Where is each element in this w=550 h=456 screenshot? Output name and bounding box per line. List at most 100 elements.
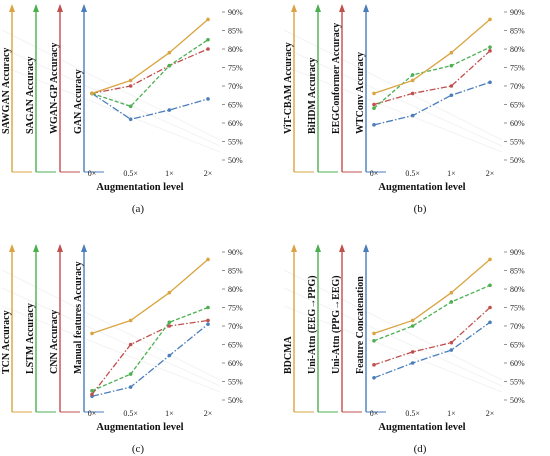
data-point [372, 123, 376, 127]
y-tick-label: 85% [228, 27, 243, 36]
series-axis-arrow [81, 4, 87, 12]
series-axis-label: LSTM Accuracy [25, 303, 36, 374]
series-axis-label: ViT-CBAM Accuracy [283, 42, 294, 134]
x-tick-label: 0× [370, 169, 379, 178]
data-point [167, 353, 172, 358]
data-point [372, 339, 376, 343]
x-tick-label: 2× [486, 169, 495, 178]
x-axis-label: Augmentation level [96, 182, 183, 193]
data-point [410, 91, 415, 96]
y-tick-label: 60% [228, 359, 243, 368]
x-tick-label: 0× [370, 409, 379, 418]
y-tick-label: 80% [228, 285, 243, 294]
data-point [488, 305, 492, 310]
data-point [90, 331, 94, 336]
series-line [91, 18, 209, 95]
data-point [410, 324, 415, 328]
data-point [449, 290, 454, 295]
y-tick-label: 80% [510, 45, 525, 54]
panel-label: (a) [132, 203, 145, 215]
series-axis-arrow [291, 244, 297, 252]
series-axis-arrow [81, 244, 87, 252]
data-point [128, 385, 133, 389]
series-axis-label: EEGConformer Accuracy [331, 23, 342, 134]
data-point [449, 348, 454, 352]
backdrop-line [283, 65, 503, 153]
y-tick-label: 65% [228, 341, 243, 350]
data-point [449, 93, 454, 98]
series-axis-arrow [315, 4, 321, 12]
series-axis-label: GAN Accuracy [73, 69, 84, 134]
series-axis-arrow [9, 244, 15, 252]
x-tick-label: 0.5× [405, 409, 420, 418]
series-axis-arrow [57, 4, 63, 12]
data-point [128, 104, 133, 109]
data-point [449, 300, 454, 304]
series-axis-label: BDCMA [283, 335, 294, 374]
series-line [91, 306, 209, 392]
series-axis-arrow [9, 4, 15, 12]
data-point [128, 342, 133, 347]
data-point [372, 363, 376, 367]
data-point [372, 91, 376, 96]
y-tick-label: 70% [510, 322, 525, 331]
data-point [206, 318, 210, 323]
data-point [206, 37, 210, 42]
x-tick-label: 1× [165, 409, 174, 418]
data-point [167, 324, 172, 328]
y-tick-label: 55% [510, 138, 525, 147]
data-point [128, 372, 133, 376]
data-point [206, 17, 210, 22]
series-line [373, 307, 491, 366]
y-tick-label: 75% [510, 64, 525, 73]
y-tick-label: 50% [510, 156, 525, 165]
data-point [90, 392, 94, 397]
backdrop-line [1, 65, 221, 153]
backdrop-line [1, 47, 221, 147]
series-axis-label: BiHDM Accuracy [307, 58, 318, 134]
backdrop-line [1, 287, 221, 387]
x-tick-label: 2× [204, 409, 213, 418]
y-tick-label: 50% [228, 396, 243, 405]
y-tick-label: 55% [228, 138, 243, 147]
series-line [373, 321, 491, 379]
data-point [488, 320, 492, 325]
y-tick-label: 85% [510, 267, 525, 276]
series-axis-label: WTConv Accuracy [355, 52, 366, 134]
y-tick-label: 55% [510, 378, 525, 387]
x-tick-label: 1× [165, 169, 174, 178]
data-point [90, 91, 94, 96]
backdrop-line [1, 29, 221, 141]
series-line [373, 81, 491, 126]
series-axis-arrow [339, 244, 345, 252]
series-axis-label: WGAN-GP Accuracy [49, 43, 60, 134]
data-point [167, 290, 172, 295]
x-tick-label: 1× [447, 169, 456, 178]
x-tick-label: 2× [204, 169, 213, 178]
series-axis-label: Uni-Attn (PPG→EEG) [331, 275, 342, 374]
y-tick-label: 75% [510, 304, 525, 313]
data-point [488, 283, 492, 288]
series-line [373, 18, 491, 95]
y-tick-label: 90% [228, 8, 243, 17]
series-axis-arrow [339, 4, 345, 12]
x-tick-label: 2× [486, 409, 495, 418]
x-axis-label: Augmentation level [378, 182, 465, 193]
backdrop-line [283, 29, 503, 141]
backdrop-line [283, 47, 503, 147]
y-tick-label: 65% [510, 341, 525, 350]
backdrop-line [1, 269, 221, 381]
data-point [449, 63, 454, 68]
data-point [128, 117, 133, 122]
data-point [449, 50, 454, 55]
y-tick-label: 90% [510, 248, 525, 257]
x-axis-label: Augmentation level [378, 422, 465, 433]
series-line [373, 46, 491, 109]
data-point [206, 97, 210, 101]
y-tick-label: 85% [228, 267, 243, 276]
y-tick-label: 70% [228, 322, 243, 331]
y-tick-label: 70% [510, 82, 525, 91]
y-tick-label: 80% [228, 45, 243, 54]
x-tick-label: 0.5× [123, 169, 138, 178]
chart-panel-1: SAWGAN Accuracy SAGAN Accuracy WGAN-GP Acc… [1, 4, 243, 215]
